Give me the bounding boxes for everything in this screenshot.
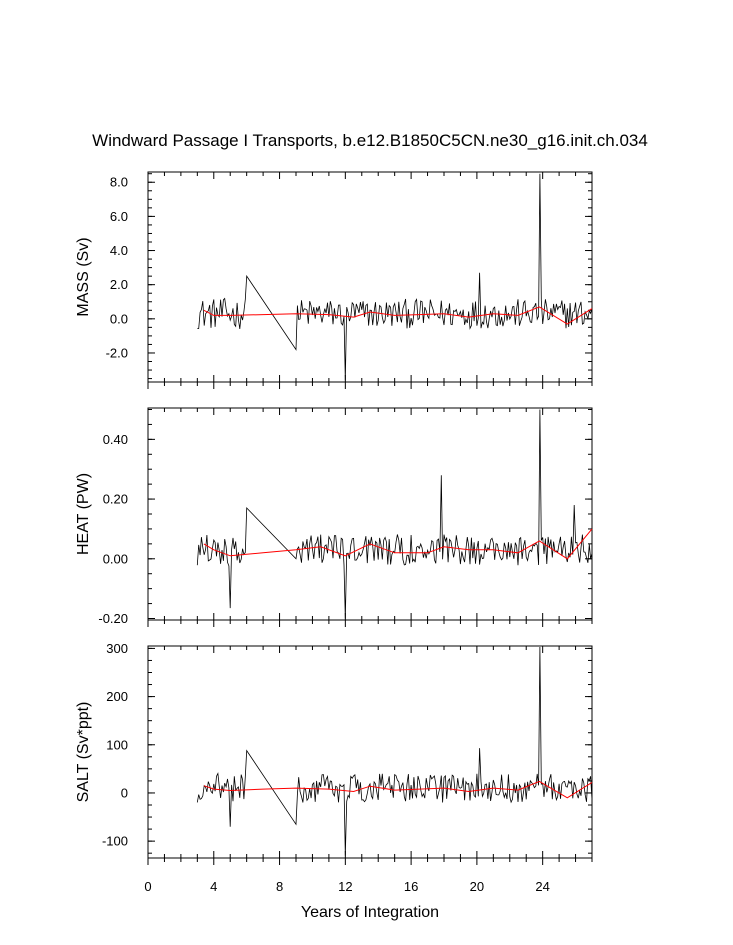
smoothed-series-line xyxy=(203,780,593,799)
smoothed-series-line xyxy=(203,306,593,325)
x-tick-label: 20 xyxy=(470,879,484,894)
monthly-series-line xyxy=(197,173,593,381)
y-tick-label: 2.0 xyxy=(110,277,128,292)
y-tick-label: 0.00 xyxy=(103,551,128,566)
y-tick-label: 6.0 xyxy=(110,209,128,224)
y-axis-title: HEAT (PW) xyxy=(75,473,92,555)
y-axis-title: MASS (Sv) xyxy=(75,237,92,316)
x-tick-label: 16 xyxy=(404,879,418,894)
panel-3: -100 0 100 200 300 SALT (Sv*ppt) xyxy=(75,641,593,865)
plot-frame xyxy=(147,171,593,383)
x-tick-label: 8 xyxy=(276,879,283,894)
monthly-series-line xyxy=(196,646,593,856)
y-tick-label: 300 xyxy=(106,641,128,656)
plot-frame xyxy=(147,645,593,859)
x-tick-label: 24 xyxy=(535,879,549,894)
y-axis-title: SALT (Sv*ppt) xyxy=(75,702,92,803)
x-tick-label: 4 xyxy=(210,879,217,894)
y-tick-label: 0.0 xyxy=(110,311,128,326)
chart-title: Windward Passage I Transports, b.e12.B18… xyxy=(92,131,648,150)
plot-frame xyxy=(147,407,593,621)
panels: -2.0 0.0 2.0 4.0 6.0 8.0 MASS (Sv) -0.20 0.00 0.2… xyxy=(75,171,593,894)
y-tick-label: 200 xyxy=(106,689,128,704)
y-tick-label: 0.40 xyxy=(103,432,128,447)
x-tick-label: 0 xyxy=(144,879,151,894)
monthly-series-line xyxy=(196,409,593,619)
y-tick-label: -2.0 xyxy=(106,345,128,360)
panel-2: -0.20 0.00 0.20 0.40 HEAT (PW) xyxy=(75,407,593,627)
x-axis-title: Years of Integration xyxy=(301,904,439,921)
y-tick-label: 100 xyxy=(106,737,128,752)
y-tick-label: 0.20 xyxy=(103,492,128,507)
y-tick-label: 4.0 xyxy=(110,243,128,258)
y-tick-label: 0 xyxy=(121,785,128,800)
y-tick-label: -0.20 xyxy=(98,611,128,626)
y-tick-label: 8.0 xyxy=(110,175,128,190)
smoothed-series-line xyxy=(203,528,593,560)
panel-1: -2.0 0.0 2.0 4.0 6.0 8.0 MASS (Sv) xyxy=(75,171,593,389)
x-tick-label: 12 xyxy=(338,879,352,894)
y-tick-label: -100 xyxy=(102,834,128,849)
